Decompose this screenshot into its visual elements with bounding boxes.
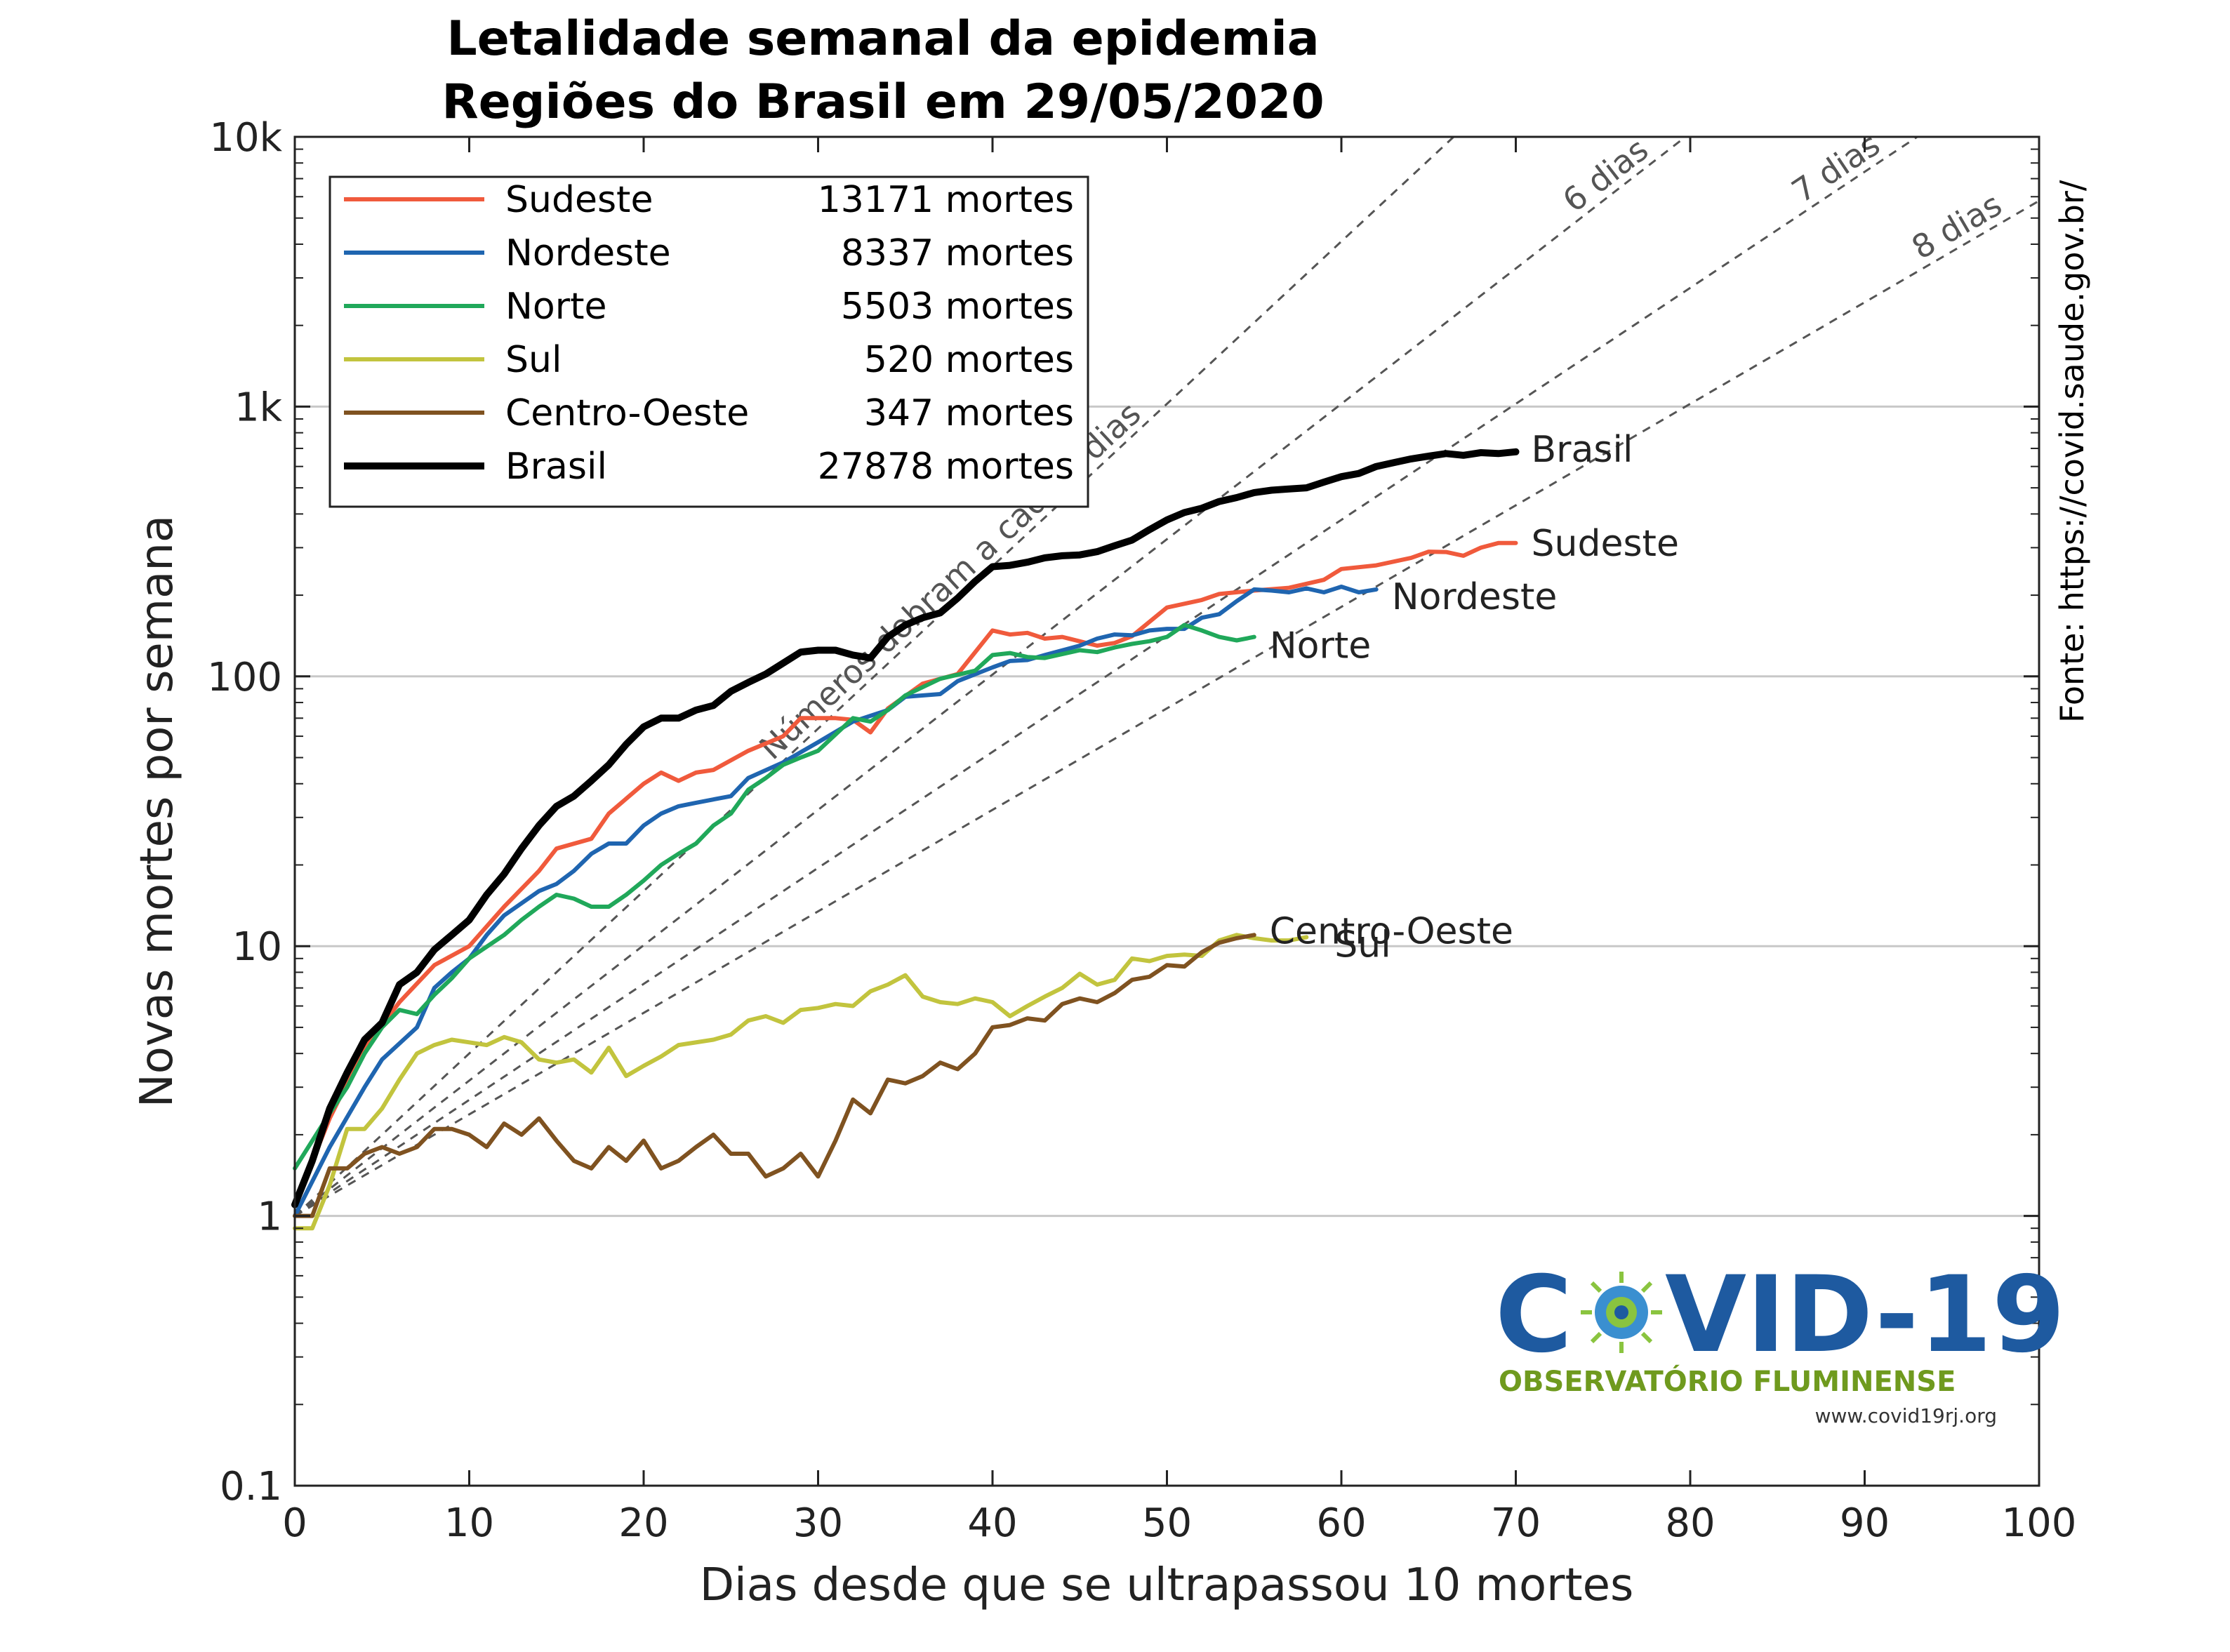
series-line-centro-oeste	[293, 933, 1256, 1218]
x-tick-label: 40	[967, 1500, 1017, 1546]
x-tick-label: 90	[1840, 1500, 1890, 1546]
x-tick-label: 100	[2002, 1500, 2077, 1546]
y-tick-label: 10	[232, 924, 282, 970]
legend: Sudeste 13171 mortes Nordeste 8337 mortes No…	[328, 175, 1089, 508]
chart-title: Letalidade semanal da epidemia	[446, 11, 1319, 67]
legend-series-total: 5503 mortes	[841, 286, 1074, 328]
legend-series-total: 13171 mortes	[818, 179, 1074, 221]
y-tick-label: 0.1	[220, 1464, 282, 1510]
y-tick-label: 100	[207, 655, 282, 700]
legend-series-name: Brasil	[505, 446, 607, 488]
series-end-label: Nordeste	[1392, 576, 1558, 618]
logo-main-right: VID-19	[1665, 1254, 2065, 1376]
chart-subtitle: Regiões do Brasil em 29/05/2020	[442, 74, 1324, 130]
source-text: Fonte: https://covid.saude.gov.br/	[2053, 180, 2091, 723]
series-line-norte	[293, 622, 1256, 1171]
doubling-line	[294, 199, 2040, 1217]
x-tick-label: 10	[444, 1500, 494, 1546]
x-tick-label: 0	[282, 1500, 307, 1546]
series-end-label: Brasil	[1532, 429, 1633, 471]
logo-url: www.covid19rj.org	[1815, 1404, 1997, 1427]
y-tick-label: 1k	[234, 385, 283, 430]
legend-series-total: 520 mortes	[864, 339, 1074, 381]
axis-ticks: 0 10 20 30 40 50 60 70 80 90 100 0.1 1 10 100 1k 10k	[207, 115, 2076, 1546]
x-tick-label: 70	[1491, 1500, 1541, 1546]
x-axis-label: Dias desde que se ultrapassou 10 mortes	[700, 1559, 1634, 1611]
legend-box	[328, 175, 1089, 508]
series-end-label: Sul	[1334, 924, 1391, 966]
y-tick-label: 10k	[209, 115, 282, 161]
doubling-line	[293, 135, 1455, 1217]
legend-series-total: 347 mortes	[864, 392, 1074, 434]
series-end-label: Norte	[1270, 625, 1371, 667]
x-tick-label: 80	[1665, 1500, 1715, 1546]
doubling-line-label: 6 dias	[1555, 131, 1655, 220]
x-tick-label: 60	[1316, 1500, 1366, 1546]
covid19-logo: C VID-19 OBSERVATÓRIO FLUMINENSE www.cov…	[1495, 1254, 2065, 1427]
series-end-label: Sudeste	[1532, 523, 1679, 565]
legend-series-total: 8337 mortes	[841, 232, 1074, 274]
doubling-line	[294, 135, 1918, 1217]
legend-series-name: Nordeste	[505, 232, 671, 274]
doubling-line-label: 8 dias	[1905, 185, 2007, 267]
x-tick-label: 50	[1142, 1500, 1192, 1546]
virus-icon	[1581, 1272, 1662, 1353]
legend-series-name: Sudeste	[505, 179, 653, 221]
legend-series-total: 27878 mortes	[818, 446, 1074, 488]
series-line-sul	[293, 933, 1309, 1231]
x-tick-label: 30	[793, 1500, 843, 1546]
legend-series-name: Sul	[505, 339, 562, 381]
legend-series-name: Norte	[505, 286, 606, 328]
y-axis-label: Novas mortes por semana	[131, 515, 183, 1107]
x-tick-label: 20	[618, 1500, 668, 1546]
logo-subtitle: OBSERVATÓRIO FLUMINENSE	[1499, 1364, 1956, 1398]
legend-series-name: Centro-Oeste	[505, 392, 749, 434]
series-line-brasil	[291, 448, 1520, 1208]
series-end-label: Centro-Oeste	[1270, 910, 1513, 952]
y-tick-label: 1	[257, 1194, 282, 1240]
series-lines	[291, 448, 1520, 1231]
logo-main-left: C	[1495, 1254, 1572, 1376]
